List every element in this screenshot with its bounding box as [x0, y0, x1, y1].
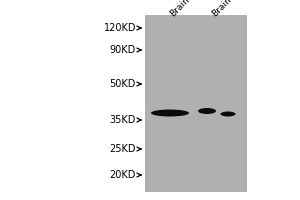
Bar: [145, 15, 247, 192]
Text: 120KD: 120KD: [103, 23, 136, 33]
Text: Brain: Brain: [210, 0, 233, 18]
Text: 35KD: 35KD: [110, 115, 136, 125]
Text: 90KD: 90KD: [110, 45, 136, 55]
Text: Brain: Brain: [168, 0, 191, 18]
Ellipse shape: [220, 112, 236, 116]
Text: 20KD: 20KD: [110, 170, 136, 180]
Text: 25KD: 25KD: [110, 144, 136, 154]
Ellipse shape: [198, 108, 216, 114]
Ellipse shape: [151, 110, 189, 116]
Text: 50KD: 50KD: [110, 79, 136, 89]
